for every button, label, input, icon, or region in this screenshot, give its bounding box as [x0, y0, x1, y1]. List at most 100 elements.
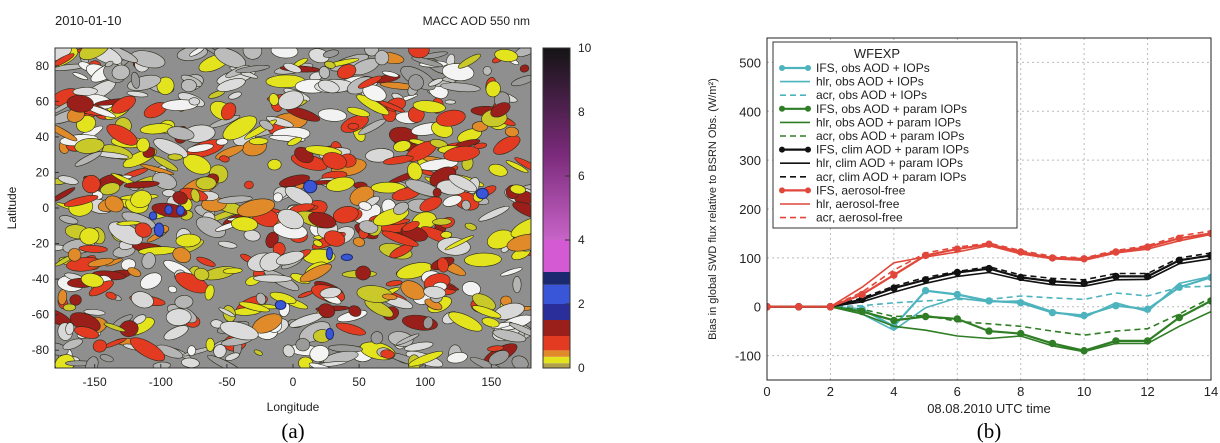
line-y-tick-label: 200 — [739, 202, 761, 217]
aod-patch — [99, 354, 114, 363]
aod-patch — [63, 195, 99, 207]
aod-patch — [362, 84, 387, 102]
line-x-axis: 0 2 4 6 8 10 12 14 — [763, 384, 1218, 399]
plot-frame — [766, 37, 1212, 381]
series-line-4 — [767, 305, 1211, 353]
aod-patch — [482, 66, 492, 76]
line-y-tick-label: -100 — [735, 349, 761, 364]
map-x-tick-label: -100 — [149, 375, 173, 389]
aod-patch — [57, 289, 68, 306]
aod-patch — [444, 235, 474, 251]
aod-patch — [374, 50, 390, 66]
aod-patch — [214, 48, 246, 69]
caption-a: (a) — [281, 419, 304, 443]
aod-patch — [80, 273, 104, 288]
aod-patch — [222, 267, 243, 274]
aod-patch — [139, 272, 162, 290]
colorbar-tick-label: 10 — [578, 41, 592, 55]
aod-patch — [464, 222, 477, 231]
aod-high-patch — [476, 187, 489, 200]
aod-patch — [55, 53, 75, 68]
aod-patch — [370, 181, 406, 194]
aod-patch — [139, 163, 175, 176]
aod-patch — [282, 344, 295, 358]
aod-patch — [472, 305, 502, 319]
line-x-tick-label: 0 — [763, 384, 770, 399]
aod-patch — [335, 322, 366, 336]
aod-patch — [205, 337, 215, 352]
line-x-tick-label: 12 — [1140, 384, 1154, 399]
aod-patch — [400, 280, 425, 300]
aod-patch — [490, 102, 511, 118]
aod-patch — [336, 64, 357, 80]
colorbar-tick-label: 6 — [578, 169, 585, 183]
aod-patch — [244, 180, 254, 190]
aod-patch — [492, 329, 527, 343]
aod-patch — [265, 116, 294, 128]
line-y-tick-label: 500 — [739, 55, 761, 70]
aod-patch — [512, 276, 522, 294]
map-y-tick-label: -20 — [32, 237, 50, 251]
aod-patch — [441, 63, 475, 81]
aod-patch — [396, 333, 420, 346]
aod-patch — [313, 239, 323, 247]
aod-patch — [461, 199, 471, 211]
aod-patch — [193, 267, 210, 281]
aod-patch — [103, 322, 126, 333]
aod-patch — [188, 97, 201, 106]
aod-patch — [213, 344, 227, 358]
series-point-3 — [890, 316, 898, 325]
aod-patch — [78, 245, 108, 253]
colorbar-segment — [543, 48, 570, 240]
aod-high-patch — [153, 222, 165, 237]
series-line-7 — [767, 258, 1211, 308]
aod-patch — [228, 91, 242, 100]
aod-high-patch — [303, 179, 318, 194]
aod-patch — [55, 122, 78, 142]
line-x-tick-label: 10 — [1077, 384, 1091, 399]
map-x-axis: -150 -100 -50 0 50 100 150 — [83, 364, 502, 389]
aod-patch — [309, 345, 330, 363]
aod-patch — [380, 349, 395, 359]
aod-patch — [167, 285, 178, 293]
map-x-tick-label: 50 — [352, 375, 366, 389]
aod-patch — [408, 48, 430, 59]
map-y-tick-label: 80 — [36, 59, 50, 73]
aod-patch — [152, 172, 177, 190]
panel-b: 0 2 4 6 8 10 12 14 -100 0 100 200 300 400 500 08.08.2… — [707, 37, 1218, 443]
series-point-9 — [858, 290, 866, 299]
aod-patch — [186, 143, 214, 153]
colorbar-segment — [543, 240, 570, 272]
aod-patch — [370, 331, 384, 345]
aod-patch — [442, 195, 463, 207]
aod-patch — [224, 352, 240, 361]
aod-patch — [235, 64, 271, 74]
aod-patch — [182, 154, 212, 175]
aod-patch — [59, 215, 79, 225]
aod-patch — [319, 287, 342, 299]
colorbar-segment — [543, 284, 570, 304]
aod-patch — [318, 79, 340, 94]
aod-patch — [268, 93, 279, 106]
aod-patch — [347, 122, 359, 130]
aod-patch — [443, 145, 480, 162]
aod-patch — [130, 291, 154, 309]
aod-field — [55, 48, 531, 368]
line-x-tick-label: 14 — [1204, 384, 1218, 399]
aod-patch — [412, 100, 446, 113]
aod-patch — [322, 49, 340, 58]
line-y-tick-label: 100 — [739, 251, 761, 266]
colorbar-segment — [543, 356, 570, 364]
aod-patch — [152, 361, 171, 368]
aod-patch — [437, 257, 449, 273]
legend-label: IFS, aerosol-free — [816, 183, 906, 197]
series-line-2 — [767, 285, 1211, 308]
aod-patch — [129, 337, 166, 362]
aod-patch — [355, 265, 371, 281]
aod-patch — [512, 201, 531, 220]
aod-patch — [253, 349, 263, 356]
legend-label: IFS, clim AOD + param IOPs — [816, 143, 969, 157]
series-point-0 — [953, 290, 961, 299]
aod-patch — [318, 66, 330, 79]
aod-patch — [419, 196, 443, 212]
